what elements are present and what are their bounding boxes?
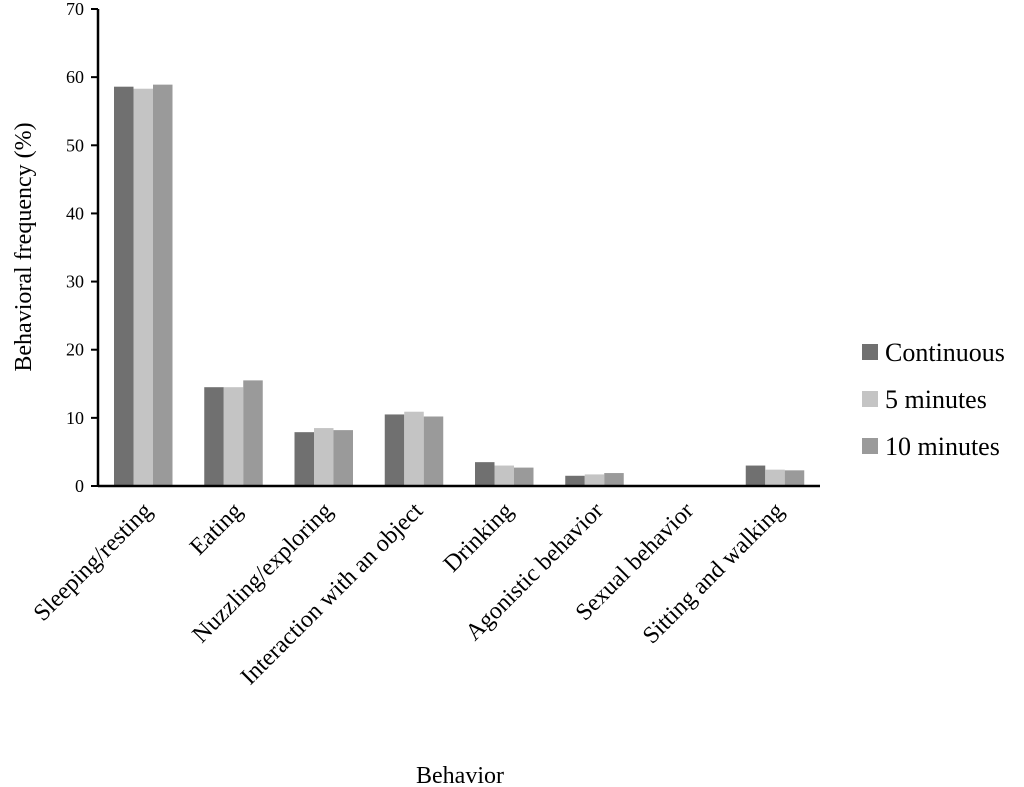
x-axis-category-labels: Sleeping/resting EatingNuzzling/exploring… [29,498,789,691]
x-axis-title: Behavior [416,763,504,787]
bar-2-0 [294,432,314,486]
bar-1-0 [204,387,224,486]
bar-4-2 [514,467,534,486]
bar-4-0 [475,462,495,486]
legend-swatch [862,438,878,454]
x-category-label: Sleeping/resting [29,498,158,627]
bar-5-1 [584,474,605,486]
bar-3-2 [423,416,444,486]
bar-2-1 [314,428,334,486]
bar-1-1 [223,387,244,486]
legend-label: 10 minutes [885,432,1000,461]
bar-0-1 [133,88,153,486]
y-tick-label: 60 [66,67,84,87]
legend-swatch [862,344,878,360]
y-tick-label: 20 [66,340,84,360]
y-tick-label: 40 [66,203,84,223]
y-tick-label: 50 [66,135,84,155]
bar-4-1 [494,465,514,486]
x-category-label: Drinking [439,498,519,578]
legend-swatch [862,391,878,407]
bar-7-0 [745,465,766,486]
y-axis-title: Behavioral frequency (%) [11,122,37,371]
legend: Continuous 5 minutes 10 minutes [862,338,1005,461]
bar-7-2 [784,470,805,486]
y-axis-ticks: 0 10 20 30 40 50 60 70 [66,0,98,496]
y-tick-label: 0 [75,476,84,496]
x-category-label: Eating [185,498,248,561]
y-tick-label: 30 [66,272,84,292]
legend-label: Continuous [885,338,1005,367]
bar-2-2 [333,430,353,486]
y-tick-label: 10 [66,408,84,428]
bars-group [114,84,805,486]
bar-1-2 [243,380,263,486]
bar-0-2 [153,84,173,486]
bar-0-0 [114,86,134,486]
bar-5-2 [604,473,624,486]
bar-3-1 [404,411,424,486]
legend-label: 5 minutes [885,385,987,414]
bar-5-0 [565,475,585,486]
bar-3-0 [384,414,405,486]
x-category-label: Interaction with an object [236,498,429,691]
bar-7-1 [765,469,785,486]
y-tick-label: 70 [66,0,84,19]
